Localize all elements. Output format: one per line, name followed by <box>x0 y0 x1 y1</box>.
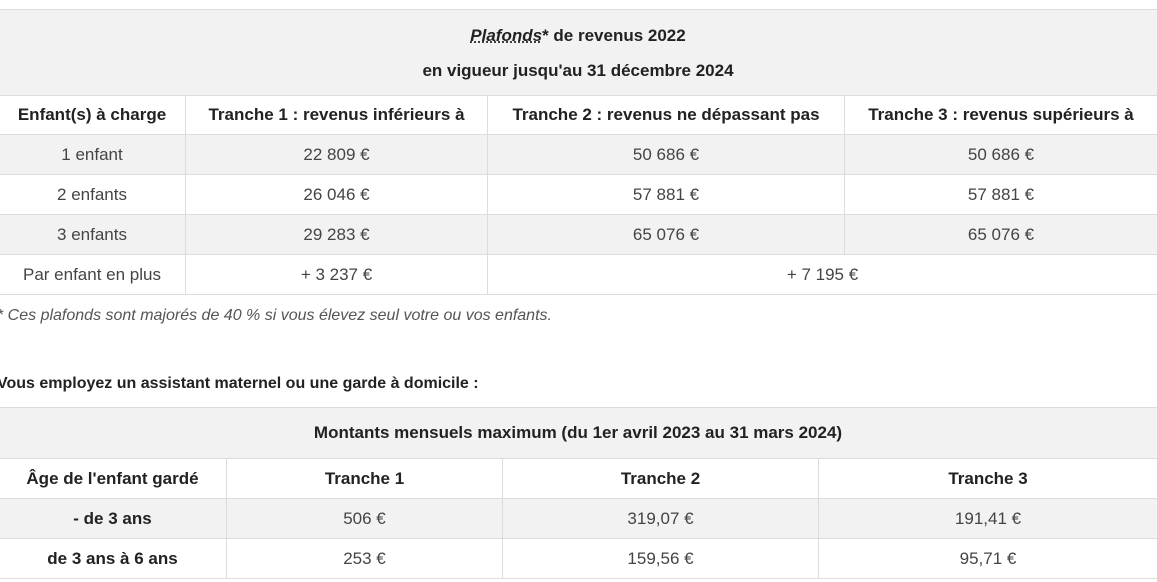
table-row: de 3 ans à 6 ans 253 € 159,56 € 95,71 € <box>0 538 1157 579</box>
table-row: Par enfant en plus + 3 237 € + 7 195 € <box>0 254 1157 295</box>
row-label: de 3 ans à 6 ans <box>0 538 227 579</box>
header-children: Enfant(s) à charge <box>0 95 186 135</box>
title-rest: * de revenus 2022 <box>542 25 686 45</box>
row-label: 1 enfant <box>0 134 186 175</box>
cell-tranche2: 319,07 € <box>502 498 819 539</box>
cell-tranche1: 253 € <box>226 538 503 579</box>
cell-tranche1: 26 046 € <box>185 174 488 215</box>
header-tranche2: Tranche 2 : revenus ne dépassant pas <box>487 95 845 135</box>
row-label: 2 enfants <box>0 174 186 215</box>
header-age: Âge de l'enfant gardé <box>0 458 227 499</box>
row-label: 3 enfants <box>0 214 186 255</box>
cell-tranche2-3: + 7 195 € <box>487 254 1157 295</box>
cell-tranche2: 159,56 € <box>502 538 819 579</box>
cell-tranche3: 191,41 € <box>818 498 1157 539</box>
cell-tranche1: 506 € <box>226 498 503 539</box>
cell-tranche2: 50 686 € <box>487 134 845 175</box>
cell-tranche1: + 3 237 € <box>185 254 488 295</box>
cell-tranche3: 95,71 € <box>818 538 1157 579</box>
cell-tranche3: 50 686 € <box>844 134 1157 175</box>
income-table-title: Plafonds* de revenus 2022 en vigueur jus… <box>0 9 1157 96</box>
amounts-table-title: Montants mensuels maximum (du 1er avril … <box>0 407 1157 459</box>
row-label: - de 3 ans <box>0 498 227 539</box>
cell-tranche1: 29 283 € <box>185 214 488 255</box>
cell-tranche3: 65 076 € <box>844 214 1157 255</box>
cell-tranche2: 65 076 € <box>487 214 845 255</box>
table-row: 2 enfants 26 046 € 57 881 € 57 881 € <box>0 174 1157 215</box>
header-tranche3: Tranche 3 : revenus supérieurs à <box>844 95 1157 135</box>
footnote: * Ces plafonds sont majorés de 40 % si v… <box>0 307 552 324</box>
cell-tranche1: 22 809 € <box>185 134 488 175</box>
row-label: Par enfant en plus <box>0 254 186 295</box>
cell-tranche3: 57 881 € <box>844 174 1157 215</box>
header-tranche2: Tranche 2 <box>502 458 819 499</box>
header-tranche1: Tranche 1 : revenus inférieurs à <box>185 95 488 135</box>
header-tranche1: Tranche 1 <box>226 458 503 499</box>
table-row: 1 enfant 22 809 € 50 686 € 50 686 € <box>0 134 1157 175</box>
section-subtitle: Vous employez un assistant maternel ou u… <box>0 375 479 392</box>
table-row: - de 3 ans 506 € 319,07 € 191,41 € <box>0 498 1157 539</box>
monthly-amounts-table: Montants mensuels maximum (du 1er avril … <box>0 407 1157 579</box>
income-ceiling-table: Plafonds* de revenus 2022 en vigueur jus… <box>0 9 1157 295</box>
cell-tranche2: 57 881 € <box>487 174 845 215</box>
table-row: 3 enfants 29 283 € 65 076 € 65 076 € <box>0 214 1157 255</box>
header-tranche3: Tranche 3 <box>818 458 1157 499</box>
title-line2: en vigueur jusqu'au 31 décembre 2024 <box>422 60 734 80</box>
plafonds-term[interactable]: Plafonds <box>470 25 543 45</box>
